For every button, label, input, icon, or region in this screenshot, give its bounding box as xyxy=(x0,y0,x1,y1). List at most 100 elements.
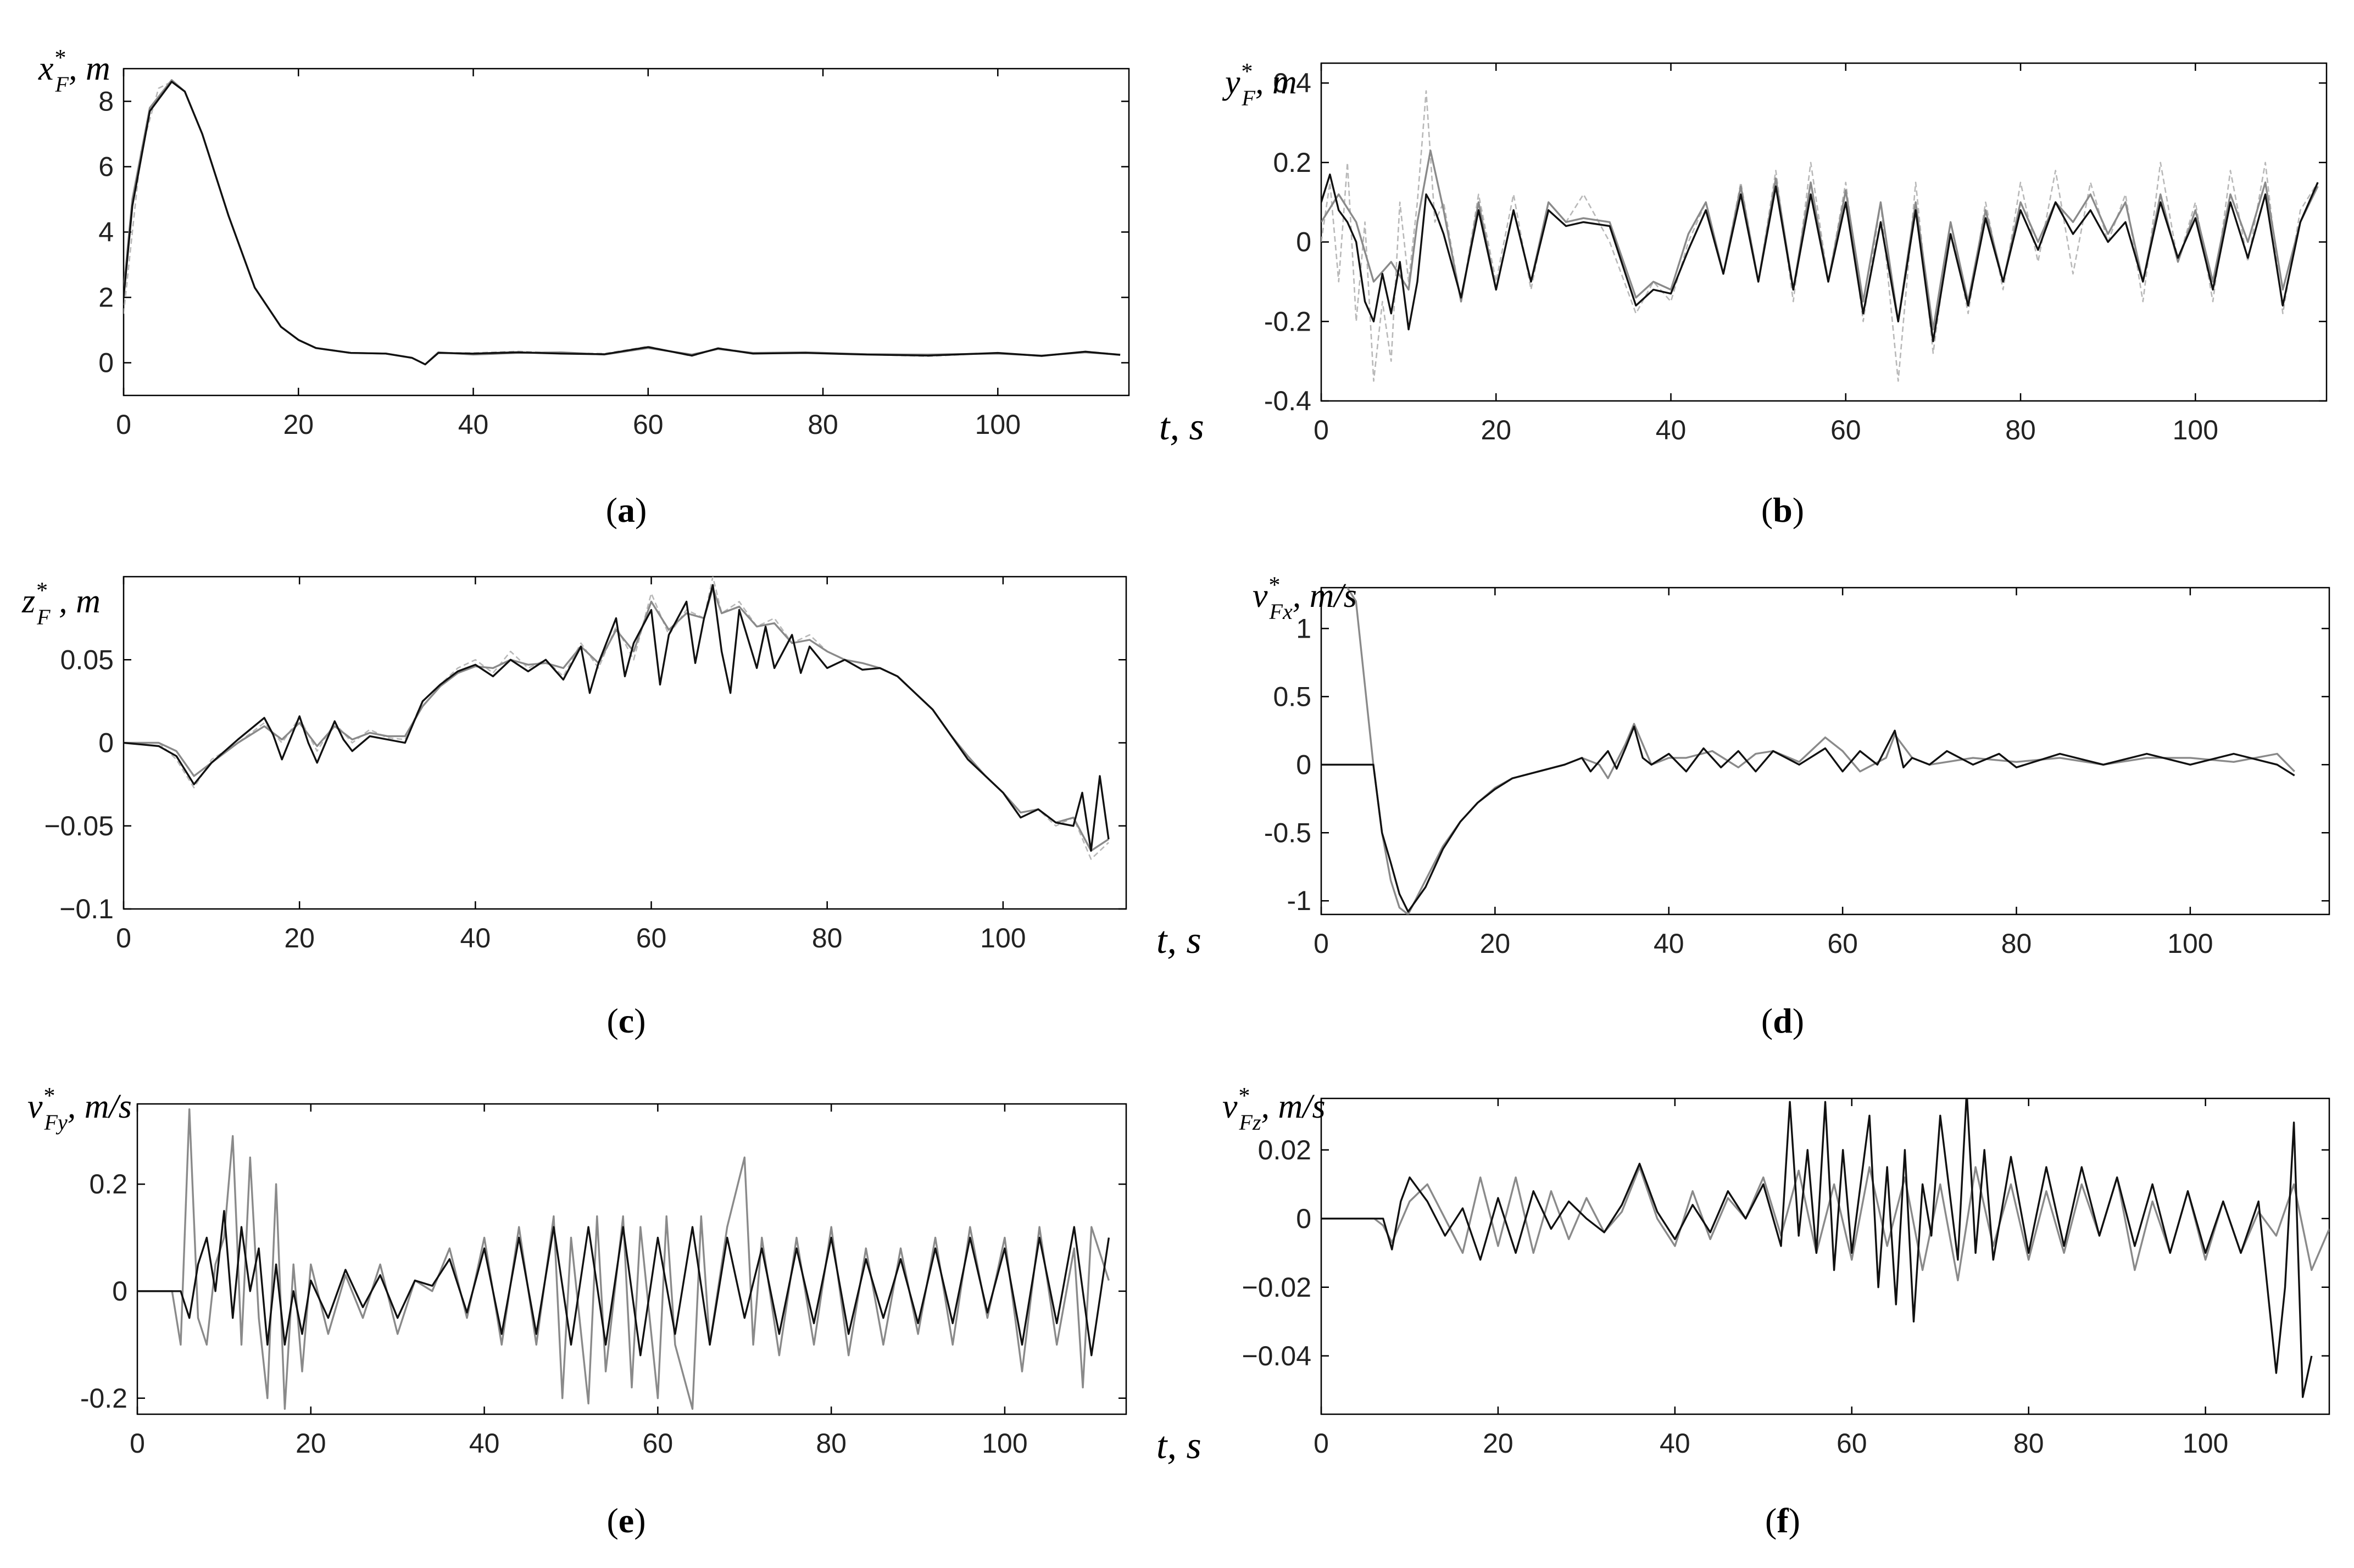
series-group xyxy=(124,79,1121,366)
y-tick-label: -1 xyxy=(1287,885,1311,916)
x-tick-label: 0 xyxy=(1314,1428,1329,1459)
y-tick-label: -0.5 xyxy=(1264,817,1311,848)
panel-label: (d) xyxy=(1761,1001,1804,1040)
x-axis-label: t, s xyxy=(1156,1425,1201,1467)
y-label-sup: * xyxy=(1238,1084,1249,1109)
x-tick-label: 60 xyxy=(1827,928,1858,959)
plot-frame xyxy=(1320,62,2328,402)
y-tick-label: 0 xyxy=(98,728,114,758)
y-tick-label: 6 xyxy=(98,152,114,182)
y-tick-label: 1 xyxy=(1296,613,1311,644)
y-tick-label: 0 xyxy=(1296,1203,1311,1234)
y-label-sub: Fz xyxy=(1239,1110,1261,1135)
y-tick-label: 0.4 xyxy=(1273,68,1311,98)
y-axis-label: v* Fz, m/s xyxy=(1222,1084,1326,1135)
x-tick-label: 20 xyxy=(1483,1428,1513,1459)
y-tick-label: -0.2 xyxy=(80,1383,127,1414)
x-tick-label: 20 xyxy=(283,409,314,440)
y-label-sub: Fy xyxy=(44,1110,68,1135)
y-tick-label: 0.2 xyxy=(89,1169,127,1199)
y-tick-label: 0.05 xyxy=(60,644,114,675)
x-tick-label: 100 xyxy=(2173,415,2218,445)
y-tick-label: 0 xyxy=(98,348,114,378)
series-line-dark xyxy=(124,584,1110,852)
y-label-base: v xyxy=(1222,1088,1238,1125)
x-tick-label: 0 xyxy=(1314,928,1329,959)
y-label-rest: , m/s xyxy=(1293,577,1357,615)
series-line-dark xyxy=(1321,726,2295,913)
series-line-dark xyxy=(124,81,1121,366)
y-label-rest: , m/s xyxy=(1261,1088,1326,1125)
series-line-dark xyxy=(137,1210,1110,1357)
y-tick-label: −0.02 xyxy=(1242,1272,1311,1303)
y-label-sup: * xyxy=(1240,59,1252,85)
x-tick-label: 40 xyxy=(469,1428,500,1459)
x-tick-label: 0 xyxy=(130,1428,145,1459)
y-tick-label: 0.02 xyxy=(1258,1135,1311,1165)
x-tick-label: 40 xyxy=(458,409,489,440)
y-label-rest: , m/s xyxy=(68,1088,132,1125)
y-label-base: v xyxy=(27,1088,43,1125)
x-tick-label: 60 xyxy=(1830,415,1861,445)
x-tick-label: 100 xyxy=(975,409,1021,440)
x-tick-label: 60 xyxy=(643,1428,674,1459)
y-axis-label: z* F , m xyxy=(21,578,101,629)
x-tick-label: 80 xyxy=(812,923,843,953)
x-tick-label: 20 xyxy=(1481,415,1511,445)
panel-label: (f) xyxy=(1765,1501,1800,1540)
y-tick-label: 0 xyxy=(1296,749,1311,780)
y-label-sup: * xyxy=(35,578,47,604)
y-tick-label: -0.2 xyxy=(1264,306,1311,337)
x-tick-label: 40 xyxy=(1656,415,1687,445)
series-group xyxy=(137,1108,1110,1410)
x-tick-label: 20 xyxy=(296,1428,326,1459)
series-group xyxy=(1321,90,2319,382)
x-tick-label: 40 xyxy=(1660,1428,1690,1459)
y-label-sup: * xyxy=(1268,573,1279,598)
y-tick-label: 8 xyxy=(98,86,114,117)
series-group xyxy=(1321,1098,2329,1398)
y-label-rest: , m xyxy=(69,50,110,87)
chart-panel-e: 0 20 40 60 80 100-0.200.2v* Fy, m/st, s(e) xyxy=(27,1084,1201,1540)
x-tick-label: 60 xyxy=(1837,1428,1867,1459)
x-tick-label: 60 xyxy=(633,409,664,440)
panel-label: (b) xyxy=(1761,490,1804,529)
x-tick-label: 60 xyxy=(636,923,667,953)
y-tick-label: 4 xyxy=(98,217,114,248)
x-tick-label: 80 xyxy=(816,1428,847,1459)
y-label-sup: * xyxy=(54,46,65,71)
y-tick-label: 0 xyxy=(112,1276,127,1307)
y-tick-label: -0.4 xyxy=(1264,386,1311,416)
x-tick-label: 100 xyxy=(2183,1428,2228,1459)
y-axis-label: v* Fx, m/s xyxy=(1253,573,1357,624)
x-tick-label: 100 xyxy=(2167,928,2213,959)
y-tick-label: 0.5 xyxy=(1273,681,1311,712)
y-label-rest: , m xyxy=(1255,64,1297,101)
y-label-sub: F xyxy=(55,72,69,97)
y-label-sub: F xyxy=(1242,86,1256,110)
y-label-base: y xyxy=(1222,64,1240,101)
x-tick-label: 40 xyxy=(1654,928,1684,959)
y-label-sub: F xyxy=(36,605,51,629)
chart-panel-c: 0 20 40 60 80 100 −0.1 −0.05 0 0.05 z* F , m t, s (c) xyxy=(21,576,1201,1040)
y-axis-label: v* Fy, m/s xyxy=(27,1084,132,1135)
y-label-sup: * xyxy=(43,1084,54,1109)
series-line-dark xyxy=(1321,173,2319,343)
y-tick-label: −0.04 xyxy=(1242,1341,1311,1371)
series-line-light xyxy=(1321,90,2319,382)
x-tick-label: 80 xyxy=(2013,1428,2044,1459)
plot-frame xyxy=(1320,1097,2330,1415)
y-tick-label: −0.05 xyxy=(44,811,114,841)
x-tick-label: 20 xyxy=(284,923,315,953)
series-group xyxy=(124,577,1110,860)
x-tick-label: 0 xyxy=(116,923,131,953)
panel-label: (e) xyxy=(606,1501,645,1540)
y-tick-label: −0.1 xyxy=(59,894,114,924)
y-label-rest: , m xyxy=(51,583,101,620)
series-line-gray xyxy=(1321,1166,2329,1281)
x-axis-label: t, s xyxy=(1156,919,1201,962)
